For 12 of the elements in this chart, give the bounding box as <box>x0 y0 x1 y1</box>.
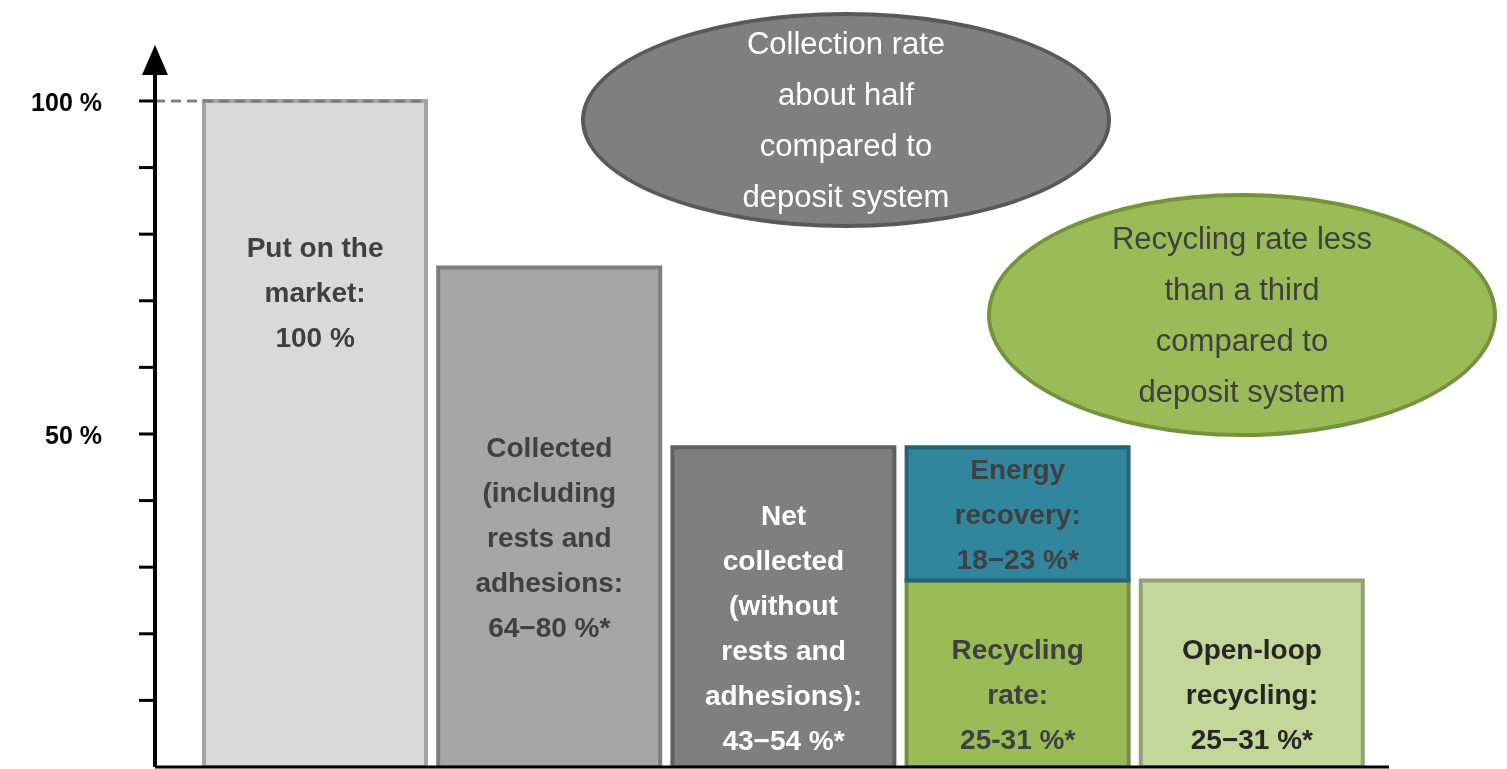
annotation: Open-loop recycling: 25−31 %* <box>1181 633 1322 755</box>
annotation: Put on the market: 100 % <box>246 231 384 353</box>
y-tick-label: 100 % <box>31 87 102 116</box>
annotation: Energy recovery: 18−23 %* <box>954 454 1081 576</box>
annotation: Recycling rate less than a third compared to deposit system <box>1110 220 1374 411</box>
annotation: Collected (including rests and adhesions: 64−80 %* <box>475 432 624 644</box>
annotation: Collection rate about half compared to deposit system <box>741 25 951 216</box>
y-tick-label: 50 % <box>45 420 102 449</box>
ellipse-callout: Recycling rate less than a third compared to deposit system <box>987 193 1497 437</box>
annotation: Recycling rate: 25-31 %* <box>951 633 1084 755</box>
annotation: Net collected (without rests and adhesions): 43−54 %* <box>704 499 863 756</box>
ellipse-callout: Collection rate about half compared to deposit system <box>581 12 1111 228</box>
